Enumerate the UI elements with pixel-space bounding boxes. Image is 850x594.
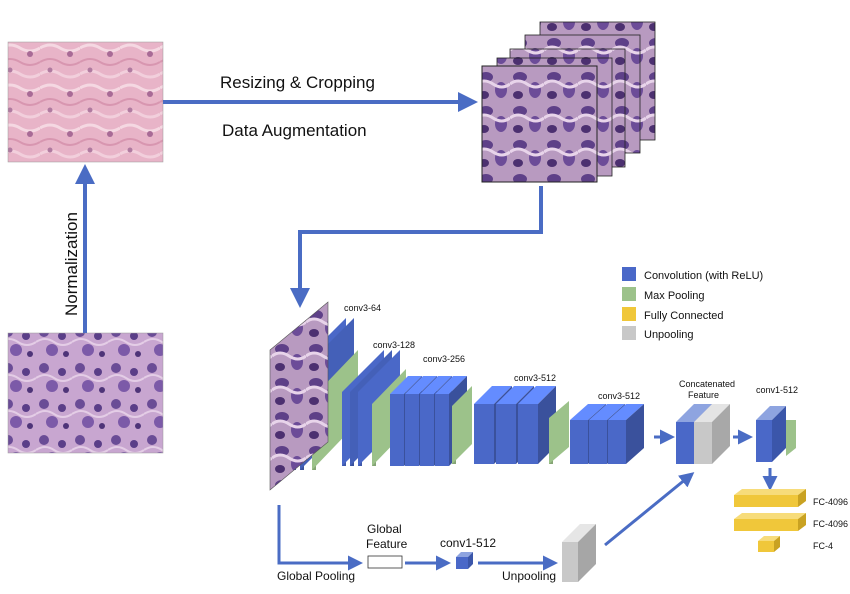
legend-label-unpool: Unpooling: [644, 329, 694, 341]
normalization-label: Normalization: [62, 212, 81, 316]
network-input-slab: [269, 301, 329, 491]
legend-swatch-fc: [622, 307, 636, 321]
original-tissue-image: [7, 332, 164, 454]
conv3-128-label: conv3-128: [373, 340, 415, 350]
global-feature-label-1: Global: [367, 522, 402, 536]
conv3-512-label-b: conv3-512: [598, 391, 640, 401]
normalized-tissue-image: [7, 41, 164, 163]
concatenated-feature-block: [676, 404, 730, 464]
patch-to-network-arrow: [290, 186, 543, 308]
resize-label: Resizing & Cropping: [220, 73, 375, 92]
pool-4-slab: [549, 401, 569, 464]
unpooling-block: [562, 524, 596, 582]
fc-4-label: FC-4: [813, 541, 833, 551]
legend-label-fc: Fully Connected: [644, 310, 724, 322]
conv3-64-label: conv3-64: [344, 303, 381, 313]
conv3-512b-slab-3: [608, 404, 644, 464]
augmented-patch-stack: [481, 21, 656, 183]
fc-4096-label-b: FC-4096: [813, 519, 848, 529]
global-pooling-label: Global Pooling: [277, 569, 355, 583]
fc-layers: [734, 489, 806, 552]
augment-label: Data Augmentation: [222, 121, 367, 140]
global-feature-label-2: Feature: [366, 537, 408, 551]
concat-label-line2: Feature: [688, 390, 719, 400]
global-feature-box: [367, 555, 403, 569]
conv1-512-label: conv1-512: [756, 385, 798, 395]
conv1-512-block: [756, 406, 796, 462]
flow-arrows: [75, 92, 778, 571]
global-pooling-arrow: [277, 505, 363, 571]
legend-swatch-pool: [622, 287, 636, 301]
legend-label-conv: Convolution (with ReLU): [644, 270, 763, 282]
pool-3-slab: [452, 386, 472, 464]
global-conv1-cube: [456, 552, 473, 569]
fc-4096-b: [734, 513, 806, 531]
legend: Convolution (with ReLU) Max Pooling Full…: [622, 267, 763, 341]
unpooling-label: Unpooling: [502, 569, 556, 583]
conv3-256-label: conv3-256: [423, 354, 465, 364]
network-layers: [292, 318, 644, 470]
legend-swatch-conv: [622, 267, 636, 281]
legend-label-pool: Max Pooling: [644, 290, 705, 302]
unpool-to-concat-arrow: [604, 472, 695, 547]
global-conv1-label: conv1-512: [440, 536, 496, 550]
fc-4: [758, 536, 780, 552]
conv3-512-label-a: conv3-512: [514, 373, 556, 383]
concat-label-line1: Concatenated: [679, 379, 735, 389]
fc-4096-label-a: FC-4096: [813, 497, 848, 507]
fc-4096-a: [734, 489, 806, 507]
legend-swatch-unpool: [622, 326, 636, 340]
